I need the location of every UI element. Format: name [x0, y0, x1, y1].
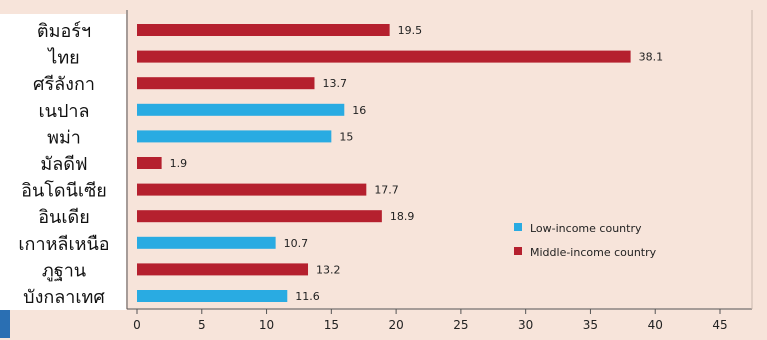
x-tick-label: 25: [453, 318, 468, 332]
x-tick-label: 10: [259, 318, 274, 332]
bar-value-label: 13.2: [316, 263, 341, 276]
category-label: ภูฐาน: [42, 260, 86, 281]
bar-value-label: 1.9: [170, 157, 188, 170]
bar: [137, 236, 276, 249]
category-label-panel: [0, 14, 126, 310]
bar: [137, 50, 631, 63]
category-label: มัลดีฟ: [40, 154, 87, 175]
category-label: พม่า: [47, 127, 81, 148]
category-label: ศรีลังกา: [33, 74, 95, 95]
legend-swatch: [514, 223, 522, 231]
x-tick-label: 35: [583, 318, 598, 332]
bar-value-label: 17.7: [374, 184, 399, 197]
x-tick-label: 0: [133, 318, 141, 332]
bar: [137, 77, 315, 90]
bar-value-label: 16: [352, 104, 366, 117]
category-label: อินโดนีเซีย: [21, 180, 107, 202]
bar: [137, 130, 332, 143]
legend-label: Middle-income country: [530, 246, 657, 259]
bar-value-label: 15: [339, 130, 353, 143]
legend-swatch: [514, 247, 522, 255]
bar: [137, 263, 309, 276]
category-label: ไทย: [46, 47, 79, 69]
category-label: เนปาล: [38, 101, 89, 122]
x-tick-label: 30: [518, 318, 533, 332]
category-label: เกาหลีเหนือ: [18, 234, 109, 255]
bar-value-label: 18.9: [390, 210, 415, 223]
bar: [137, 24, 390, 36]
bar: [137, 290, 288, 302]
bar: [137, 183, 367, 196]
accent-strip: [0, 310, 10, 338]
legend-label: Low-income country: [530, 222, 642, 235]
bar: [137, 157, 162, 169]
x-tick-label: 20: [388, 318, 403, 332]
x-tick-label: 40: [648, 318, 663, 332]
bar: [137, 210, 382, 223]
x-tick-label: 45: [712, 318, 727, 332]
category-label: บังกลาเทศ: [23, 287, 105, 308]
bar-value-label: 38.1: [639, 51, 664, 64]
x-tick-label: 5: [198, 318, 206, 332]
x-tick-label: 15: [324, 318, 339, 332]
bar-value-label: 11.6: [295, 290, 320, 303]
bar-value-label: 10.7: [284, 237, 309, 250]
bar-value-label: 13.7: [322, 77, 347, 90]
category-label: อินเดีย: [38, 207, 90, 228]
bar: [137, 103, 345, 116]
category-label: ติมอร์ฯ: [37, 21, 91, 42]
bar-value-label: 19.5: [398, 24, 423, 37]
